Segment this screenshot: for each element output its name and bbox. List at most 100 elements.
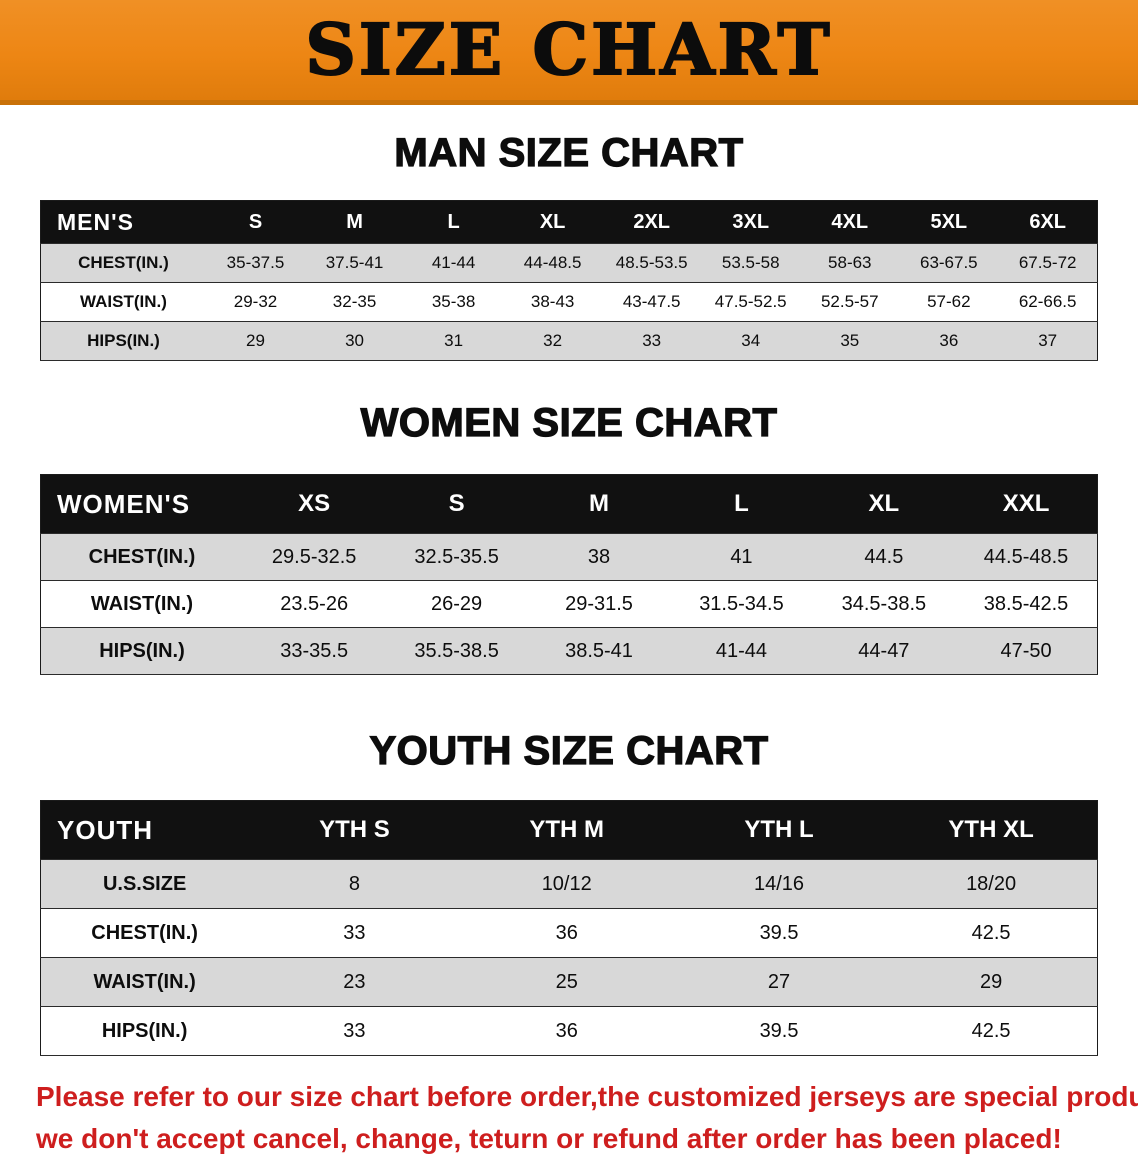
- size-value-cell: 8: [248, 859, 461, 909]
- table-row: HIPS(IN.) 29 30 31 32 33 34 35 36 37: [40, 321, 1098, 361]
- size-value-cell: 52.5-57: [800, 282, 900, 322]
- size-value-cell: 44.5-48.5: [955, 533, 1098, 581]
- size-value-cell: 31: [404, 321, 504, 361]
- size-value-cell: 35-37.5: [205, 243, 306, 283]
- table-header-row: YOUTH YTH S YTH M YTH L YTH XL: [40, 800, 1098, 860]
- size-column-header: L: [404, 200, 504, 244]
- title-banner: SIZE CHART: [0, 0, 1138, 105]
- disclaimer-line-2: we don't accept cancel, change, teturn o…: [36, 1123, 1062, 1154]
- size-column-header: YTH L: [672, 800, 886, 860]
- size-value-cell: 38: [527, 533, 671, 581]
- size-value-cell: 25: [460, 957, 673, 1007]
- measurement-row-label: WAIST(IN.): [40, 580, 243, 628]
- size-value-cell: 23: [248, 957, 461, 1007]
- table-row: WAIST(IN.) 23 25 27 29: [40, 957, 1098, 1007]
- disclaimer-note: Please refer to our size chart before or…: [0, 1076, 1138, 1160]
- man-section-title: MAN SIZE CHART: [394, 130, 744, 175]
- size-column-header: 6XL: [998, 200, 1098, 244]
- measurement-row-label: U.S.SIZE: [40, 859, 249, 909]
- size-value-cell: 32.5-35.5: [385, 533, 528, 581]
- table-row: CHEST(IN.) 35-37.5 37.5-41 41-44 44-48.5 48.5…: [40, 243, 1098, 283]
- page-title: SIZE CHART: [304, 8, 833, 91]
- size-value-cell: 44-47: [812, 627, 956, 675]
- size-value-cell: 42.5: [885, 908, 1098, 958]
- size-value-cell: 35-38: [404, 282, 504, 322]
- size-value-cell: 29.5-32.5: [242, 533, 386, 581]
- size-column-header: 3XL: [701, 200, 801, 244]
- size-column-header: 4XL: [800, 200, 900, 244]
- table-header-row: WOMEN'S XS S M L XL XXL: [40, 474, 1098, 534]
- size-column-header: S: [205, 200, 306, 244]
- table-corner-label: WOMEN'S: [40, 474, 243, 534]
- size-value-cell: 29: [205, 321, 306, 361]
- size-value-cell: 38.5-42.5: [955, 580, 1098, 628]
- size-column-header: 2XL: [602, 200, 702, 244]
- disclaimer-line-1: Please refer to our size chart before or…: [36, 1081, 1138, 1112]
- size-value-cell: 57-62: [899, 282, 999, 322]
- size-column-header: XS: [242, 474, 386, 534]
- table-row: CHEST(IN.) 29.5-32.5 32.5-35.5 38 41 44.5 44.5…: [40, 533, 1098, 581]
- youth-section-title: YOUTH SIZE CHART: [369, 728, 769, 773]
- size-value-cell: 47.5-52.5: [701, 282, 801, 322]
- measurement-row-label: HIPS(IN.): [40, 321, 206, 361]
- size-column-header: M: [527, 474, 671, 534]
- size-value-cell: 32: [503, 321, 603, 361]
- youth-size-table: YOUTH YTH S YTH M YTH L YTH XL U.S.SIZE 8 10/12…: [40, 800, 1098, 1056]
- size-value-cell: 42.5: [885, 1006, 1098, 1056]
- measurement-row-label: HIPS(IN.): [40, 627, 243, 675]
- table-row: HIPS(IN.) 33-35.5 35.5-38.5 38.5-41 41-44 44-…: [40, 627, 1098, 675]
- size-column-header: YTH XL: [885, 800, 1098, 860]
- size-column-header: L: [670, 474, 813, 534]
- size-column-header: 5XL: [899, 200, 999, 244]
- size-value-cell: 31.5-34.5: [670, 580, 813, 628]
- size-value-cell: 58-63: [800, 243, 900, 283]
- size-value-cell: 18/20: [885, 859, 1098, 909]
- size-value-cell: 62-66.5: [998, 282, 1098, 322]
- size-value-cell: 35: [800, 321, 900, 361]
- table-row: HIPS(IN.) 33 36 39.5 42.5: [40, 1006, 1098, 1056]
- size-value-cell: 63-67.5: [899, 243, 999, 283]
- size-column-header: M: [305, 200, 405, 244]
- size-column-header: XXL: [955, 474, 1098, 534]
- size-value-cell: 48.5-53.5: [602, 243, 702, 283]
- size-value-cell: 10/12: [460, 859, 673, 909]
- size-column-header: YTH M: [460, 800, 673, 860]
- size-column-header: XL: [812, 474, 956, 534]
- measurement-row-label: CHEST(IN.): [40, 243, 206, 283]
- size-value-cell: 38-43: [503, 282, 603, 322]
- size-value-cell: 39.5: [672, 908, 886, 958]
- size-value-cell: 37.5-41: [305, 243, 405, 283]
- size-value-cell: 29-31.5: [527, 580, 671, 628]
- size-value-cell: 37: [998, 321, 1098, 361]
- size-value-cell: 41-44: [670, 627, 813, 675]
- size-value-cell: 26-29: [385, 580, 528, 628]
- size-value-cell: 27: [672, 957, 886, 1007]
- size-value-cell: 33: [248, 1006, 461, 1056]
- size-value-cell: 36: [460, 908, 673, 958]
- size-value-cell: 36: [460, 1006, 673, 1056]
- table-corner-label: MEN'S: [40, 200, 206, 244]
- youth-size-chart-section: YOUTH SIZE CHART YOUTH YTH S YTH M YTH L YTH…: [0, 728, 1138, 1056]
- size-value-cell: 36: [899, 321, 999, 361]
- table-row: U.S.SIZE 8 10/12 14/16 18/20: [40, 859, 1098, 909]
- size-value-cell: 33-35.5: [242, 627, 386, 675]
- size-value-cell: 23.5-26: [242, 580, 386, 628]
- size-column-header: YTH S: [248, 800, 461, 860]
- size-value-cell: 53.5-58: [701, 243, 801, 283]
- size-value-cell: 34: [701, 321, 801, 361]
- table-corner-label: YOUTH: [40, 800, 249, 860]
- measurement-row-label: WAIST(IN.): [40, 957, 249, 1007]
- measurement-row-label: CHEST(IN.): [40, 908, 249, 958]
- womens-size-table: WOMEN'S XS S M L XL XXL CHEST(IN.) 29.5-32.5 32.5…: [40, 474, 1098, 675]
- table-header-row: MEN'S S M L XL 2XL 3XL 4XL 5XL 6XL: [40, 200, 1098, 244]
- size-value-cell: 34.5-38.5: [812, 580, 956, 628]
- size-value-cell: 30: [305, 321, 405, 361]
- measurement-row-label: WAIST(IN.): [40, 282, 206, 322]
- women-size-chart-section: WOMEN SIZE CHART WOMEN'S XS S M L XL XXL CHEST(…: [0, 400, 1138, 675]
- size-value-cell: 67.5-72: [998, 243, 1098, 283]
- size-value-cell: 33: [248, 908, 461, 958]
- size-value-cell: 47-50: [955, 627, 1098, 675]
- size-value-cell: 41: [670, 533, 813, 581]
- size-value-cell: 14/16: [672, 859, 886, 909]
- size-column-header: S: [385, 474, 528, 534]
